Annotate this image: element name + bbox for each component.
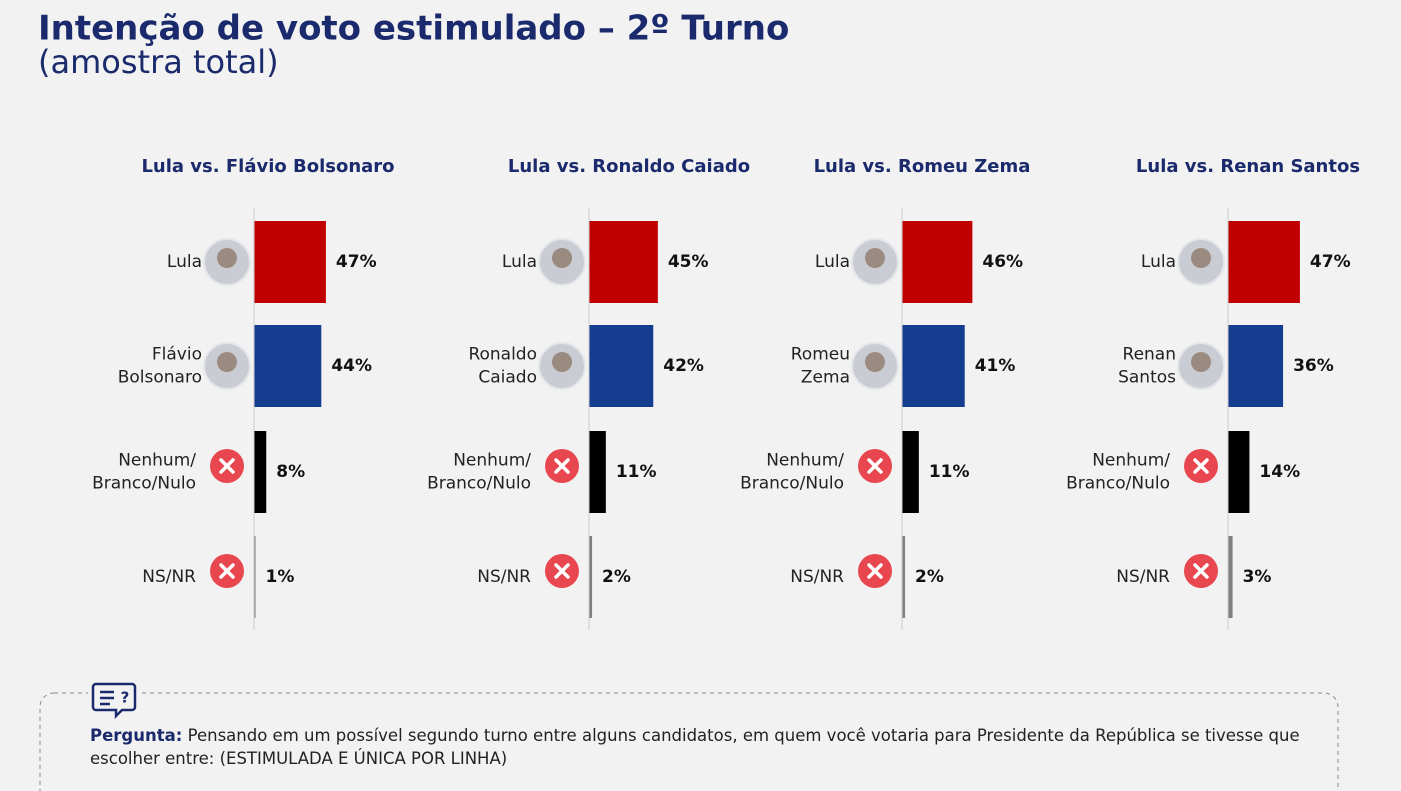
category-label: Branco/Nulo — [427, 474, 531, 494]
category-label: Lula — [167, 252, 202, 272]
value-label: 47% — [336, 252, 377, 272]
value-label: 46% — [982, 252, 1023, 272]
none-icon-x — [219, 458, 235, 474]
category-label: NS/NR — [142, 567, 196, 587]
bar — [1228, 325, 1284, 407]
bar — [902, 325, 965, 407]
bar — [589, 431, 606, 513]
photo-head — [217, 248, 237, 268]
category-label: NS/NR — [790, 567, 844, 587]
photo-head — [865, 248, 885, 268]
bar — [589, 221, 658, 303]
none-icon-x — [554, 458, 570, 474]
category-label: Flávio — [152, 345, 202, 365]
value-label: 45% — [668, 252, 709, 272]
category-label: NS/NR — [477, 567, 531, 587]
bar — [1228, 536, 1233, 618]
category-label: Branco/Nulo — [740, 474, 844, 494]
bar — [254, 221, 326, 303]
none-icon-x — [867, 458, 883, 474]
bar — [902, 221, 973, 303]
value-label: 8% — [276, 462, 305, 482]
bar — [589, 536, 593, 618]
category-label: Zema — [801, 368, 850, 388]
none-icon-x — [219, 563, 235, 579]
photo-head — [1191, 248, 1211, 268]
photo-head — [552, 248, 572, 268]
category-label: Bolsonaro — [118, 368, 202, 388]
question-icon-lines — [100, 690, 114, 706]
bar — [902, 536, 906, 618]
question-icon — [91, 682, 137, 720]
page-title: Intenção de voto estimulado – 2º Turno — [38, 9, 789, 49]
bar — [254, 536, 256, 618]
category-label: Branco/Nulo — [92, 474, 196, 494]
category-label: Romeu — [791, 345, 850, 365]
bar — [254, 325, 322, 407]
category-label: Branco/Nulo — [1066, 474, 1170, 494]
bar — [902, 431, 919, 513]
category-label: Ronaldo — [468, 345, 537, 365]
category-label: Santos — [1118, 368, 1176, 388]
photo-head — [552, 352, 572, 372]
category-label: Lula — [1141, 252, 1176, 272]
category-label: Nenhum/ — [766, 451, 844, 471]
value-label: 11% — [929, 462, 970, 482]
value-label: 14% — [1259, 462, 1300, 482]
photo-head — [865, 352, 885, 372]
photo-head — [1191, 352, 1211, 372]
category-label: Renan — [1123, 345, 1176, 365]
none-icon-x — [1193, 563, 1209, 579]
bar — [589, 325, 654, 407]
value-label: 41% — [975, 356, 1016, 376]
question: Pergunta: Pensando em um possível segund… — [90, 724, 1320, 770]
value-label: 11% — [616, 462, 657, 482]
photo-head — [217, 352, 237, 372]
category-label: Lula — [815, 252, 850, 272]
value-label: 2% — [915, 567, 944, 587]
category-label: Caiado — [478, 368, 537, 388]
question-label: Pergunta: — [90, 726, 183, 745]
value-label: 36% — [1293, 356, 1334, 376]
category-label: Nenhum/ — [118, 451, 196, 471]
value-label: 1% — [266, 567, 295, 587]
category-label: NS/NR — [1116, 567, 1170, 587]
question-text: Pensando em um possível segundo turno en… — [90, 726, 1300, 768]
category-label: Lula — [502, 252, 537, 272]
chart-title: Lula vs. Romeu Zema — [814, 156, 1031, 177]
value-label: 42% — [663, 356, 704, 376]
question-icon-mark: ? — [121, 689, 130, 707]
value-label: 2% — [602, 567, 631, 587]
bar — [1228, 431, 1250, 513]
value-label: 3% — [1243, 567, 1272, 587]
chart-title: Lula vs. Ronaldo Caiado — [508, 156, 750, 177]
category-label: Nenhum/ — [453, 451, 531, 471]
none-icon-x — [554, 563, 570, 579]
none-icon-x — [867, 563, 883, 579]
value-label: 44% — [331, 356, 372, 376]
category-label: Nenhum/ — [1092, 451, 1170, 471]
chart-title: Lula vs. Flávio Bolsonaro — [141, 156, 394, 177]
chart-title: Lula vs. Renan Santos — [1136, 156, 1360, 177]
none-icon-x — [1193, 458, 1209, 474]
page-subtitle: (amostra total) — [38, 43, 279, 81]
bar — [254, 431, 267, 513]
bar — [1228, 221, 1300, 303]
value-label: 47% — [1310, 252, 1351, 272]
question-box — [39, 692, 1339, 791]
